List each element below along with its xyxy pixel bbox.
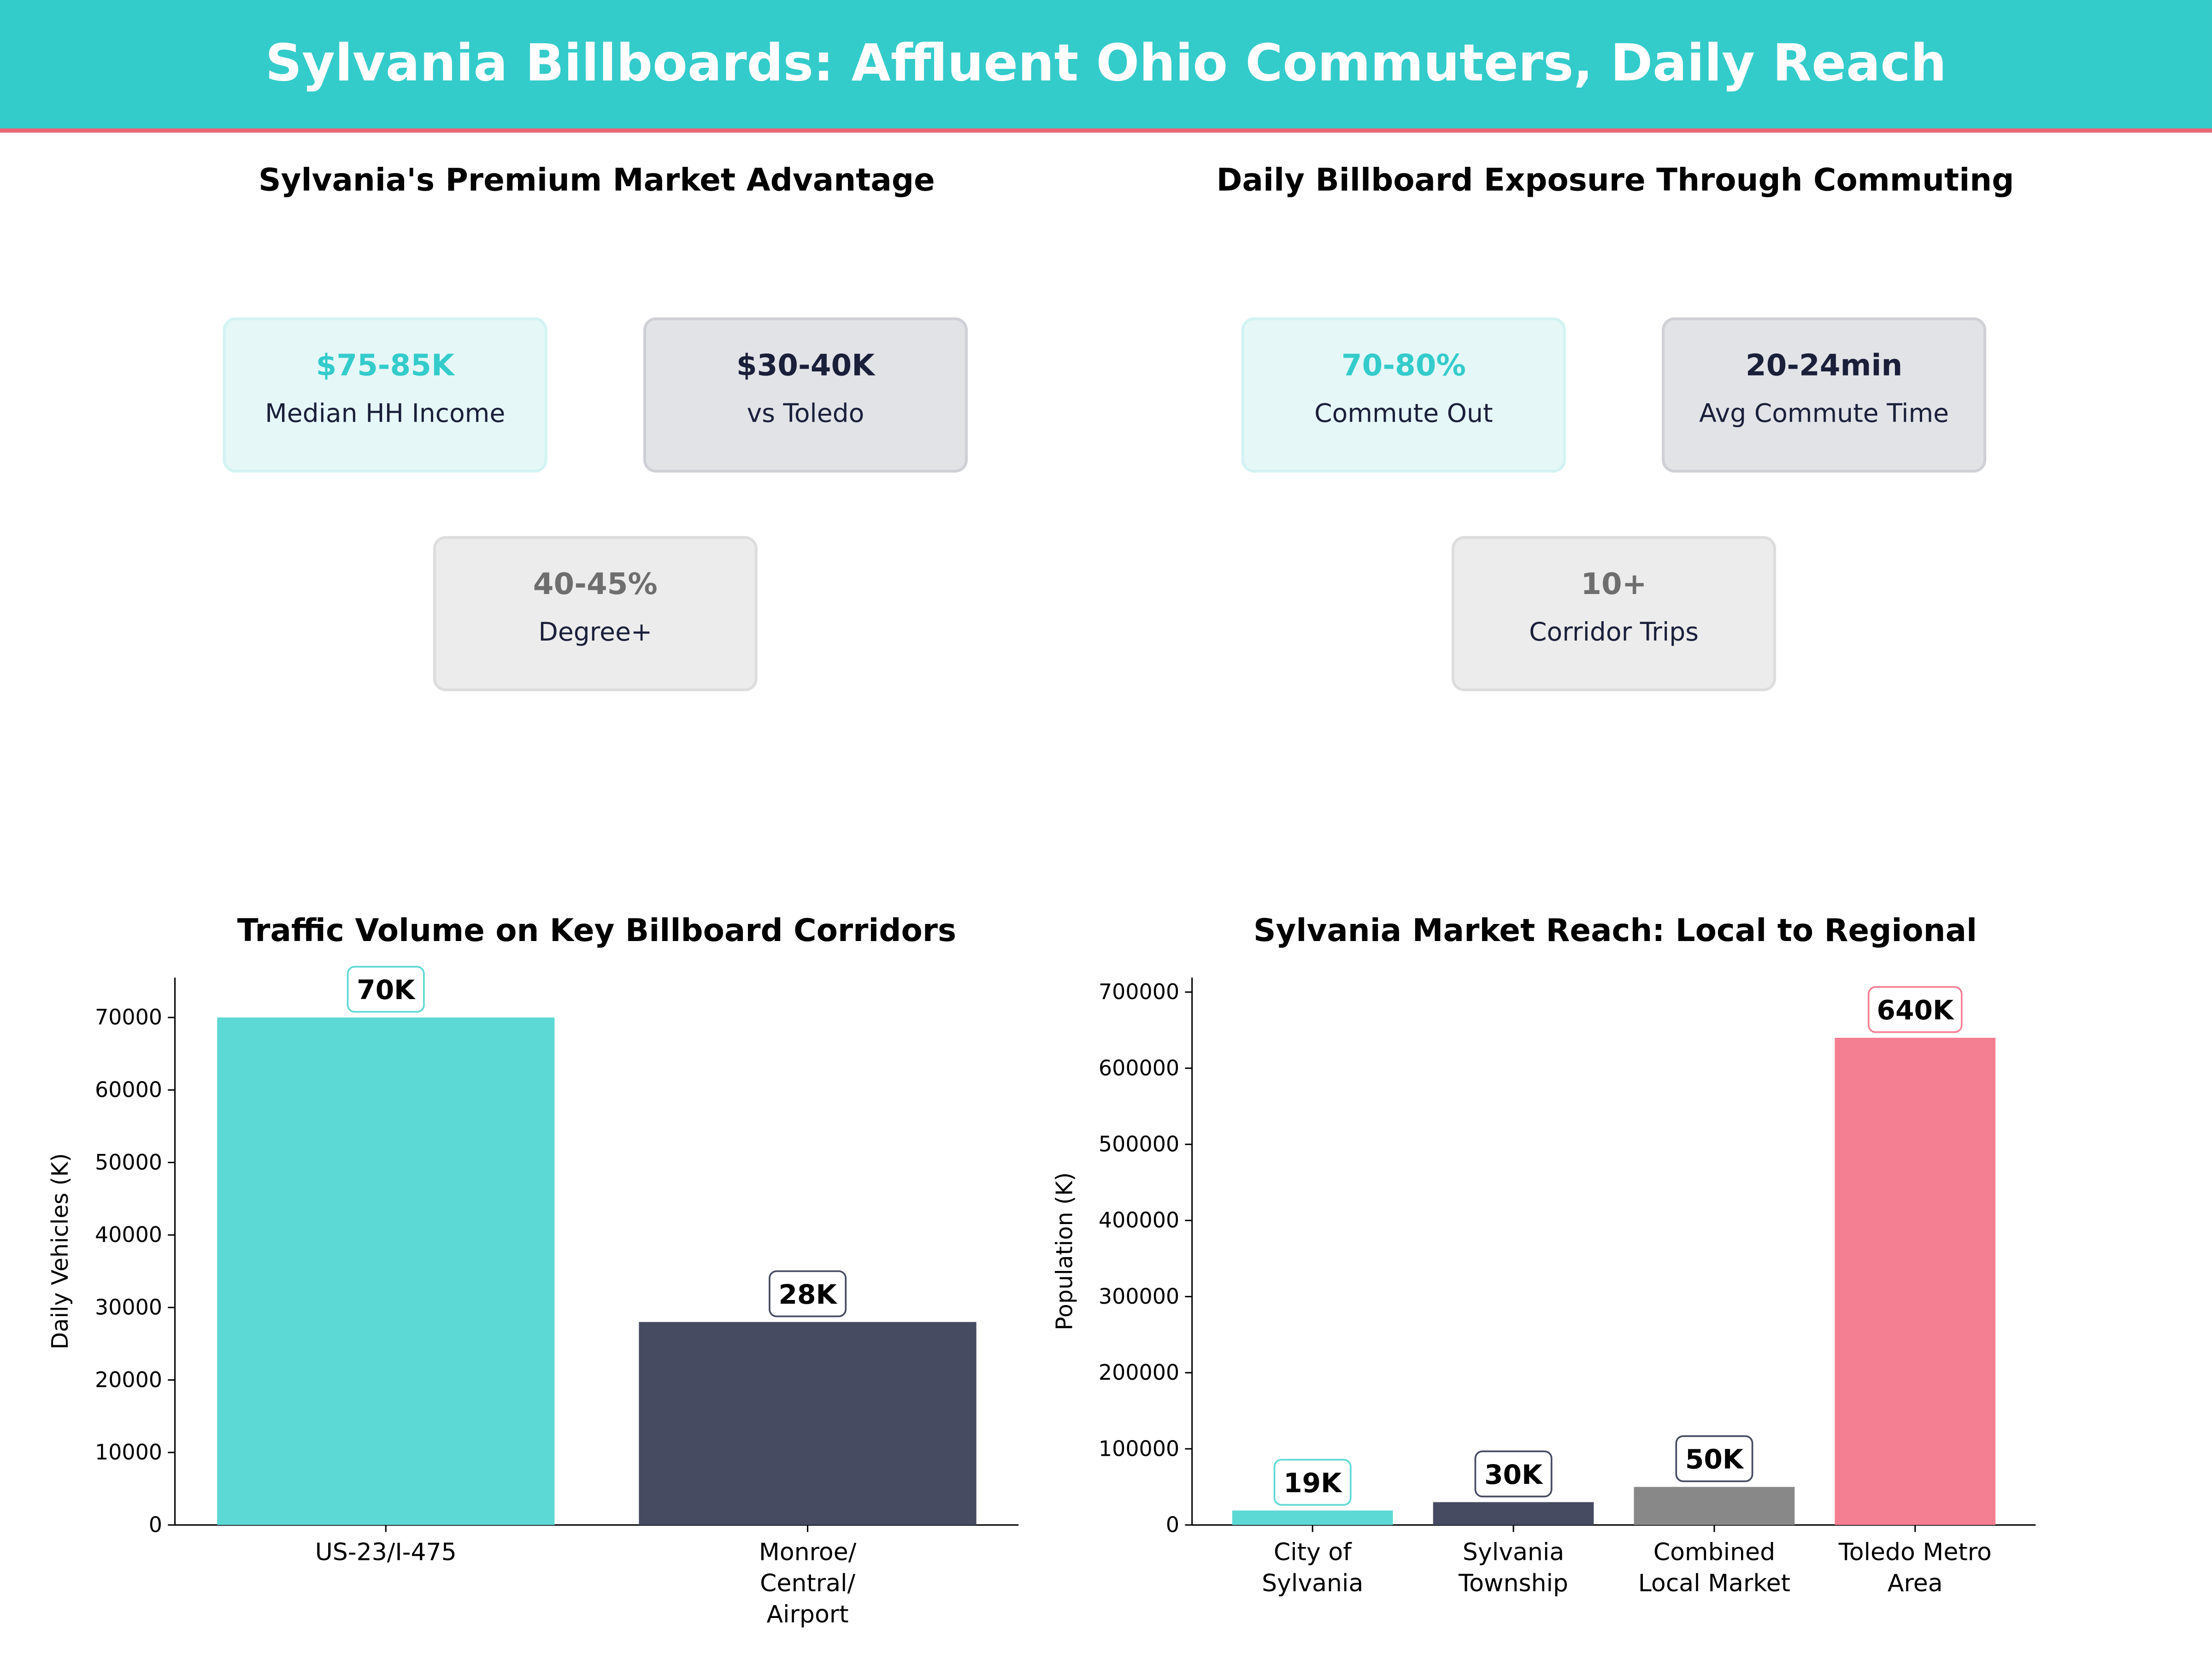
chart-2: Sylvania Market Reach: Local to Regional… xyxy=(1052,912,2036,1597)
y-tick-label: 300000 xyxy=(1099,1284,1179,1309)
y-axis-label: Daily Vehicles (K) xyxy=(47,1153,73,1349)
data-label: 30K xyxy=(1484,1459,1543,1490)
y-tick-label: 400000 xyxy=(1099,1208,1179,1233)
page-title: Sylvania Billboards: Affluent Ohio Commu… xyxy=(265,35,1947,94)
bar xyxy=(1433,1502,1594,1525)
data-label: 28K xyxy=(779,1279,838,1310)
y-tick-label: 60000 xyxy=(95,1077,162,1102)
bar xyxy=(1232,1510,1393,1525)
commute-out-card: 70-80% Commute Out xyxy=(1241,317,1566,473)
x-tick-label: Sylvania Township xyxy=(1458,1539,1568,1597)
bar xyxy=(1634,1487,1795,1525)
data-label-box xyxy=(1867,986,1963,1033)
toledo-compare-card: $30-40K vs Toledo xyxy=(643,317,968,473)
x-tick-label: Combined Local Market xyxy=(1638,1539,1790,1597)
y-axis-label: Population (K) xyxy=(1052,1172,1078,1330)
y-tick-label: 70000 xyxy=(95,1005,162,1030)
y-tick-label: 600000 xyxy=(1099,1055,1179,1080)
chart-1: Traffic Volume on Key Billboard Corridor… xyxy=(47,912,1019,1629)
data-label-box xyxy=(1474,1450,1553,1498)
card-value: 70-80% xyxy=(1341,348,1466,382)
card-value: $75-85K xyxy=(316,348,454,382)
x-tick-label: Monroe/Central/Airport xyxy=(759,1539,857,1629)
card-label: vs Toledo xyxy=(747,399,865,429)
data-label: 640K xyxy=(1877,994,1954,1026)
market-section-title: Sylvania's Premium Market Advantage xyxy=(259,164,935,199)
y-tick-label: 0 xyxy=(1166,1512,1179,1537)
card-label: Commute Out xyxy=(1314,399,1493,429)
data-label-box xyxy=(1675,1435,1753,1483)
data-label-box xyxy=(769,1270,847,1318)
data-label: 50K xyxy=(1685,1444,1744,1475)
data-label: 19K xyxy=(1283,1467,1342,1499)
bar xyxy=(1835,1037,1996,1525)
bar xyxy=(639,1322,977,1525)
commute-time-card: 20-24min Avg Commute Time xyxy=(1662,317,1987,473)
exposure-section-title: Daily Billboard Exposure Through Commuti… xyxy=(1216,164,2014,199)
bar xyxy=(217,1017,555,1525)
y-tick-label: 0 xyxy=(149,1512,162,1537)
header-banner: Sylvania Billboards: Affluent Ohio Commu… xyxy=(0,0,2212,133)
data-label: 70K xyxy=(357,974,416,1006)
income-card: $75-85K Median HH Income xyxy=(223,317,547,473)
card-label: Avg Commute Time xyxy=(1699,399,1949,429)
card-value: 40-45% xyxy=(533,567,658,601)
x-tick-label: Toledo Metro Area xyxy=(1838,1539,1992,1597)
y-tick-label: 50000 xyxy=(95,1150,162,1175)
chart-title: Traffic Volume on Key Billboard Corridor… xyxy=(237,912,956,948)
y-tick-label: 100000 xyxy=(1099,1436,1179,1461)
degree-card: 40-45% Degree+ xyxy=(433,536,758,691)
card-value: 10+ xyxy=(1581,567,1647,601)
y-tick-label: 500000 xyxy=(1099,1131,1179,1156)
y-tick-label: 20000 xyxy=(95,1367,162,1392)
card-value: 20-24min xyxy=(1745,348,1903,382)
card-label: Median HH Income xyxy=(265,399,506,429)
y-tick-label: 200000 xyxy=(1099,1360,1179,1385)
y-tick-label: 40000 xyxy=(95,1222,162,1247)
card-label: Degree+ xyxy=(538,618,653,648)
x-tick-label: City of Sylvania xyxy=(1262,1539,1363,1597)
card-label: Corridor Trips xyxy=(1529,618,1699,648)
y-tick-label: 10000 xyxy=(95,1440,162,1465)
card-value: $30-40K xyxy=(736,348,875,382)
chart-title: Sylvania Market Reach: Local to Regional xyxy=(1253,912,1977,948)
data-label-box xyxy=(347,965,425,1013)
corridor-trips-card: 10+ Corridor Trips xyxy=(1451,536,1777,691)
y-tick-label: 700000 xyxy=(1099,979,1179,1004)
data-label-box xyxy=(1273,1459,1352,1506)
x-tick-label: US-23/I-475 xyxy=(315,1539,457,1566)
y-tick-label: 30000 xyxy=(95,1295,162,1320)
